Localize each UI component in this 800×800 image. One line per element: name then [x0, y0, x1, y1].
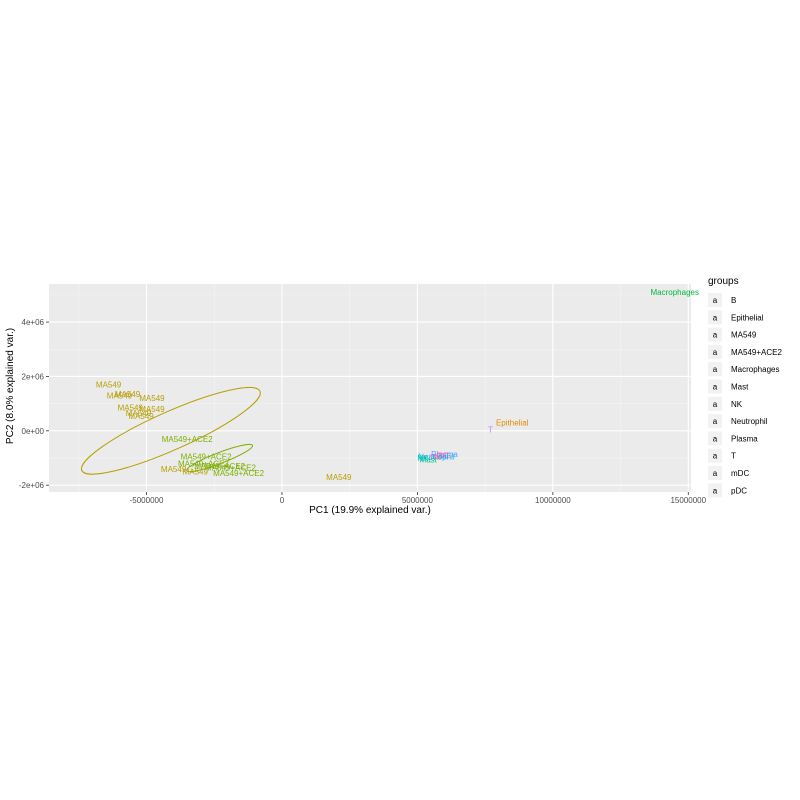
x-axis-title: PC1 (19.9% explained var.): [309, 505, 431, 516]
legend-key: [708, 293, 722, 307]
x-axis-ticks: -5000000 0 5000000 10000000 15000000: [130, 492, 707, 505]
point-label: Macrophages: [651, 288, 699, 297]
legend-symbol: a: [713, 486, 718, 495]
point-label: MA549+ACE2: [162, 435, 213, 444]
legend-key: [708, 396, 722, 411]
x-tick-label: 10000000: [535, 496, 571, 505]
legend-key: [708, 344, 722, 359]
point-label: mDC: [430, 451, 448, 460]
legend-key: [708, 362, 722, 377]
major-gridlines: [49, 284, 691, 492]
point-label: MA549: [139, 394, 165, 403]
legend-label: T: [731, 452, 736, 461]
legend-title: groups: [708, 276, 739, 287]
legend-key: [708, 431, 722, 446]
point-label: MA549: [118, 404, 144, 413]
point-label: MA549: [183, 468, 209, 477]
legend-label: B: [731, 296, 736, 305]
point-label: MA549: [161, 465, 187, 474]
legend-key: [708, 466, 722, 480]
ellipse-ma549-ace2: [186, 443, 254, 473]
point-label: MA549: [107, 391, 133, 400]
point-label: MA549: [128, 412, 154, 421]
legend-key: [708, 327, 722, 342]
legend-label: NK: [731, 400, 743, 409]
legend-symbol: a: [713, 383, 718, 392]
group-ellipses: [80, 387, 261, 475]
point-label: NK: [417, 454, 429, 463]
x-tick-label: -5000000: [130, 496, 164, 505]
legend-label: Macrophages: [731, 365, 779, 374]
legend: groups a Ba Epithelial a MA549 a MA549+ACE2 a Ma…: [708, 276, 782, 498]
point-label: MA549: [139, 405, 165, 414]
legend-label: MA549: [731, 331, 757, 340]
point-label: MA549+ACE2: [205, 464, 256, 473]
ellipse-ma549: [80, 387, 261, 475]
legend-symbol: a: [713, 417, 718, 426]
legend-label: MA549+ACE2: [731, 348, 782, 357]
legend-key: [708, 483, 722, 498]
point-label: MA549: [96, 381, 122, 390]
minor-gridlines: [49, 284, 691, 492]
legend-symbol: a: [713, 313, 718, 322]
point-label: Plasma: [431, 450, 458, 459]
legend-symbol: a: [713, 296, 718, 305]
point-label: T: [488, 425, 493, 434]
plot-panel: [49, 284, 691, 492]
y-tick-label: 2e+06: [22, 372, 45, 381]
legend-label: pDC: [731, 486, 747, 495]
point-label: MA549+ACE2: [181, 453, 232, 462]
point-label: MA549: [126, 409, 152, 418]
y-axis-title: PC2 (8.0% explained var.): [5, 328, 16, 444]
legend-label: Neutrophil: [731, 417, 768, 426]
y-tick-label: 0e+00: [22, 427, 45, 436]
x-tick-label: 5000000: [402, 496, 434, 505]
legend-label: Plasma: [731, 434, 758, 443]
legend-key: [708, 414, 722, 429]
legend-key: [708, 379, 722, 394]
point-label: MA549: [115, 390, 141, 399]
legend-key: [708, 448, 722, 463]
legend-symbol: a: [713, 469, 718, 478]
point-label: B: [436, 453, 441, 462]
legend-label: mDC: [731, 469, 749, 478]
legend-label: Mast: [731, 383, 749, 392]
legend-symbol: a: [713, 348, 718, 357]
point-label: MA549+ACE2: [194, 462, 245, 471]
point-label: MA549: [326, 473, 352, 482]
point-label: MA549+ACE2: [178, 459, 229, 468]
y-tick-label: -2e+06: [19, 481, 45, 490]
point-label: Mast: [420, 455, 438, 464]
point-label: MA549+ACE2: [213, 469, 264, 478]
x-tick-label: 15000000: [670, 496, 706, 505]
y-axis-ticks: -2e+06 0e+00 2e+06 4e+06: [19, 318, 49, 490]
y-tick-label: 4e+06: [22, 318, 45, 327]
legend-symbol: a: [713, 400, 718, 409]
legend-symbol: a: [713, 434, 718, 443]
legend-key: [708, 310, 722, 325]
legend-symbol: a: [713, 365, 718, 374]
point-label: Epithelial: [496, 419, 529, 428]
x-tick-label: 0: [280, 496, 285, 505]
legend-label: Epithelial: [731, 313, 764, 322]
point-label: Neutrophil: [418, 453, 455, 462]
point-label: pDC: [434, 451, 450, 460]
legend-symbol: a: [713, 452, 718, 461]
legend-symbol: a: [713, 331, 718, 340]
